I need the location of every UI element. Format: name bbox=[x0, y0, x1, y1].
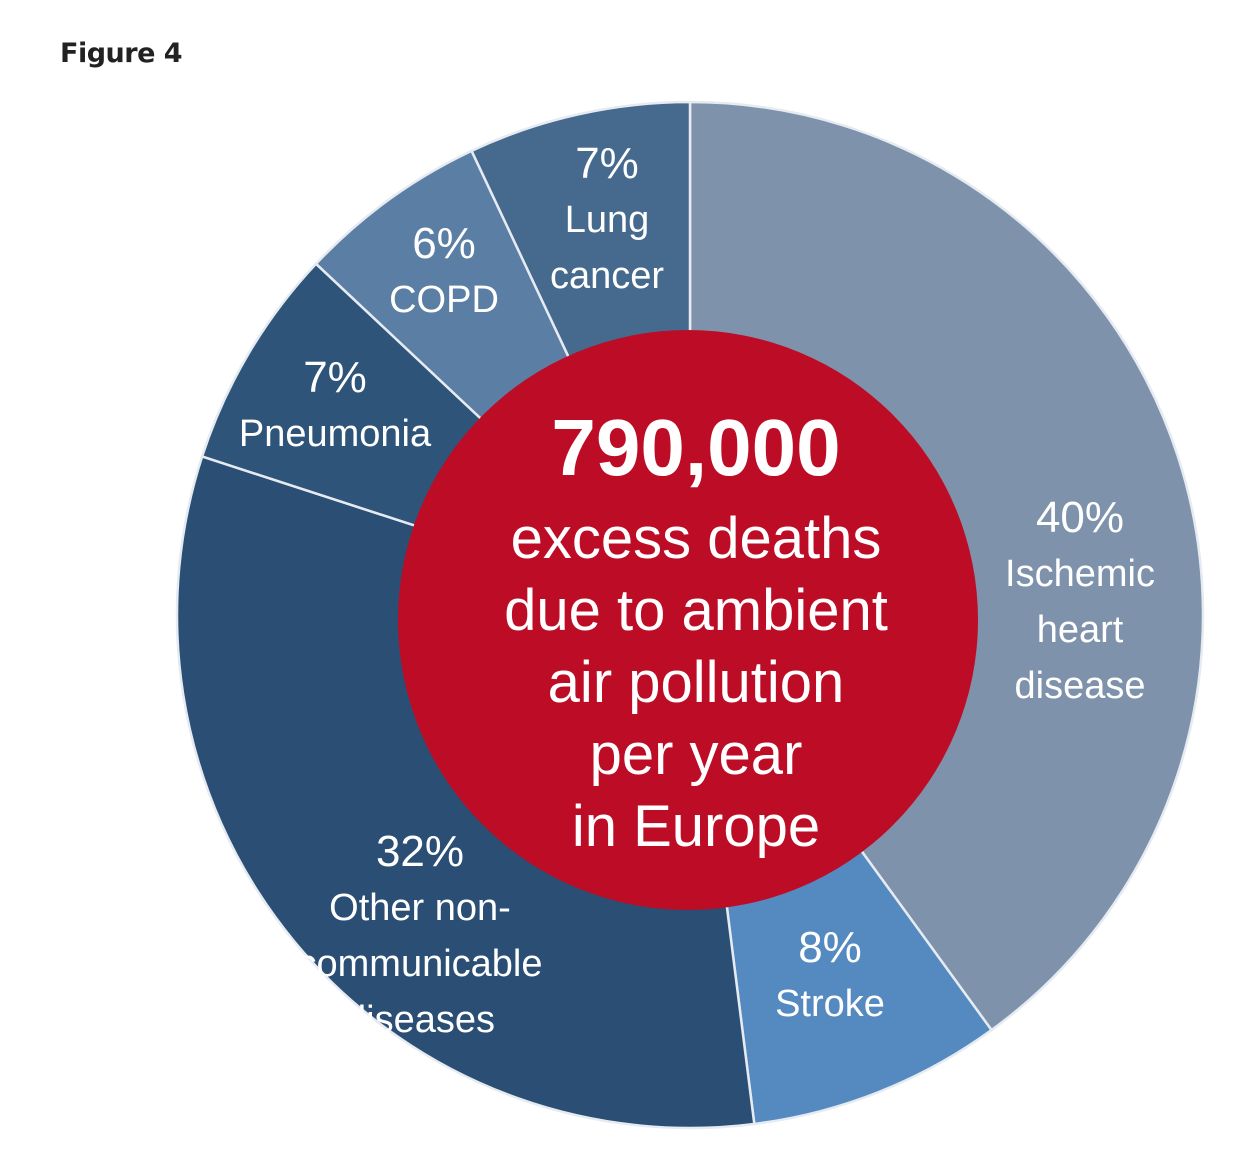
center-caption-line: due to ambient bbox=[504, 578, 888, 643]
slice-percent-label: 8% bbox=[798, 923, 862, 972]
slice-category-label: communicable bbox=[298, 943, 543, 985]
slice-category-label: Lung bbox=[565, 199, 650, 241]
slice-category-label: Stroke bbox=[775, 983, 885, 1025]
slice-category-label: COPD bbox=[389, 279, 499, 321]
figure-label: Figure 4 bbox=[60, 38, 183, 69]
slice-category-label: Pneumonia bbox=[239, 413, 432, 455]
slice-percent-label: 40% bbox=[1036, 493, 1124, 542]
labels-layer: 40% Ischemic heart disease 8% Stroke 32% Other … bbox=[239, 139, 1155, 1041]
center-caption: excess deaths due to ambient air pollution… bbox=[504, 506, 888, 859]
slice-category-label: disease bbox=[1015, 665, 1146, 707]
slice-category-label: cancer bbox=[550, 255, 664, 297]
slice-category-label: heart bbox=[1037, 609, 1124, 651]
center-caption-line: excess deaths bbox=[511, 506, 882, 571]
slice-percent-label: 7% bbox=[303, 353, 367, 402]
slice-percent-label: 7% bbox=[575, 139, 639, 188]
slice-category-label: Other non- bbox=[329, 887, 511, 929]
center-circle bbox=[398, 330, 978, 910]
slice-percent-label: 32% bbox=[376, 827, 464, 876]
slice-category-label: Ischemic bbox=[1005, 553, 1155, 595]
center-caption-line: in Europe bbox=[572, 794, 820, 859]
slice-category-label: diseases bbox=[345, 999, 495, 1041]
center-total-value: 790,000 bbox=[551, 403, 840, 492]
center-caption-line: air pollution bbox=[548, 650, 845, 715]
slice-percent-label: 6% bbox=[412, 219, 476, 268]
center-caption-line: per year bbox=[590, 722, 803, 787]
center-circle-group: 790,000 excess deaths due to ambient air p… bbox=[398, 330, 978, 910]
